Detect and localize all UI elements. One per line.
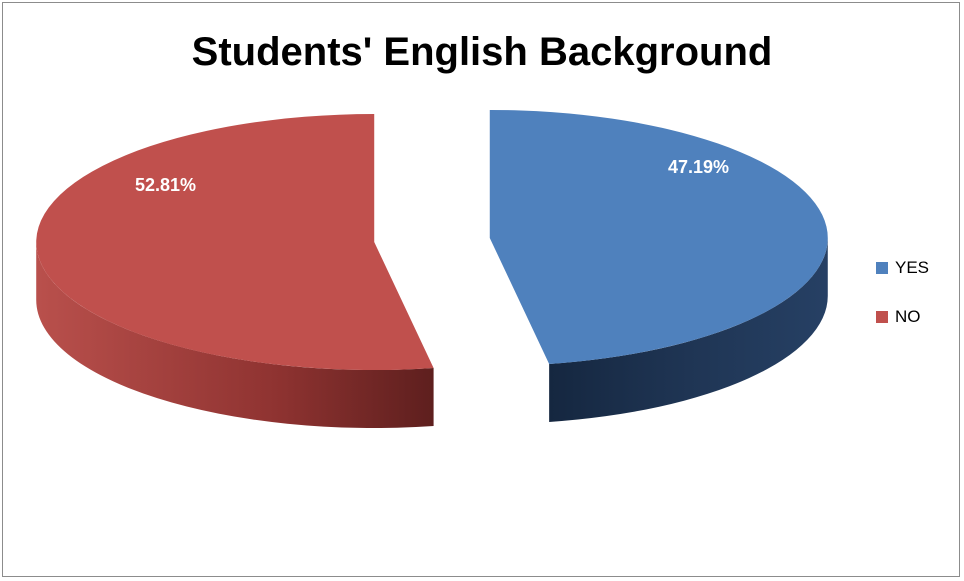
legend: YES NO	[876, 255, 929, 353]
pie-slice-side-no	[36, 242, 434, 429]
data-label-yes: 47.19%	[668, 157, 729, 177]
legend-label-no: NO	[895, 306, 921, 326]
pie-slice-side-yes	[549, 237, 828, 422]
legend-swatch-no	[876, 310, 888, 323]
pie-slice-no[interactable]	[36, 114, 434, 371]
legend-label-yes: YES	[895, 257, 930, 277]
legend-item-yes: YES	[876, 255, 929, 280]
legend-swatch-yes	[876, 261, 888, 274]
data-label-no: 52.81%	[135, 175, 196, 195]
chart-title: Students' English Background	[191, 30, 773, 74]
pie-slice-yes[interactable]	[489, 109, 828, 364]
legend-item-no: NO	[876, 304, 929, 329]
